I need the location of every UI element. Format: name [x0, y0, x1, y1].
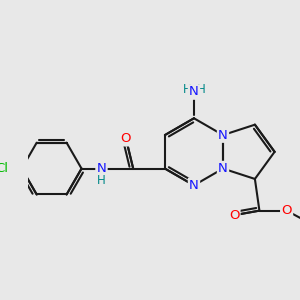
Text: H: H — [183, 83, 192, 96]
Text: N: N — [218, 128, 228, 142]
Text: O: O — [229, 209, 239, 222]
Text: N: N — [189, 179, 199, 192]
Text: H: H — [97, 174, 106, 187]
Text: O: O — [281, 204, 292, 217]
Text: N: N — [97, 162, 106, 175]
Text: N: N — [218, 162, 228, 175]
Text: H: H — [197, 83, 206, 96]
Text: Cl: Cl — [0, 162, 8, 175]
Text: O: O — [121, 132, 131, 145]
Text: N: N — [189, 85, 199, 98]
